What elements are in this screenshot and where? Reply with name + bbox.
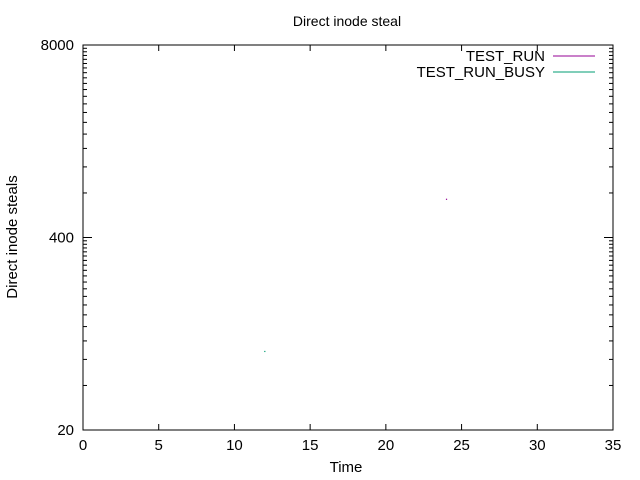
y-tick-label: 400: [49, 230, 74, 247]
x-tick-label: 30: [529, 437, 546, 454]
x-tick-label: 15: [302, 437, 319, 454]
plot-frame: [82, 44, 614, 431]
legend-label: TEST_RUN_BUSY: [417, 64, 545, 81]
y-tick-label: 8000: [41, 37, 74, 54]
series-1: [264, 350, 266, 353]
legend-label: TEST_RUN: [466, 48, 545, 65]
chart-title: Direct inode steal: [293, 13, 401, 29]
y-axis: 20 400 8000: [41, 37, 613, 439]
x-axis: 0 5 10 15 20 25 30 35: [79, 45, 622, 454]
x-tick-label: 5: [155, 437, 163, 454]
series-0: [445, 198, 448, 200]
x-axis-label: Time: [330, 459, 363, 476]
x-tick-label: 20: [378, 437, 395, 454]
y-tick-label: 20: [57, 422, 74, 439]
series-layer: [264, 198, 448, 353]
x-tick-label: 35: [605, 437, 622, 454]
x-tick-label: 0: [79, 437, 87, 454]
x-tick-label: 10: [226, 437, 243, 454]
y-axis-label: Direct inode steals: [4, 175, 21, 298]
plot-area: [82, 44, 614, 431]
x-tick-label: 25: [453, 437, 470, 454]
data-point: [445, 198, 448, 200]
data-point: [264, 350, 266, 353]
